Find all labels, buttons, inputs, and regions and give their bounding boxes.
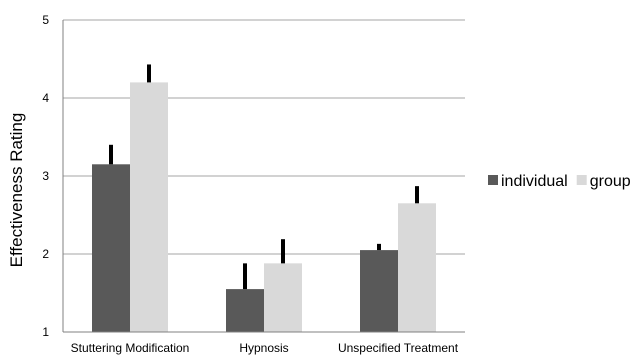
y-tick-label: 5 [42, 13, 49, 27]
y-tick-label: 2 [42, 247, 49, 261]
legend-swatch-group [576, 175, 587, 185]
bars [92, 82, 436, 333]
x-tick-label: Hypnosis [239, 341, 288, 355]
x-tick-label: Unspecified Treatment [338, 341, 459, 355]
bar-group [264, 263, 302, 332]
legend: individual group [488, 173, 631, 190]
bar-individual [226, 289, 264, 332]
bar-individual [92, 164, 130, 332]
x-tick-labels: Stuttering Modification Hypnosis Unspecifi… [71, 341, 459, 355]
bar-group [130, 82, 168, 333]
y-tick-label: 3 [42, 169, 49, 183]
bar-group [398, 203, 436, 332]
y-axis-label: Effectiveness Rating [7, 113, 26, 268]
y-tick-label: 1 [42, 325, 49, 339]
bar-individual [360, 250, 398, 332]
legend-label-group: group [590, 173, 631, 190]
legend-swatch-individual [488, 175, 498, 185]
y-tick-label: 4 [42, 91, 49, 105]
x-tick-label: Stuttering Modification [71, 341, 190, 355]
error-bars [109, 64, 419, 290]
y-tick-labels: 1 2 3 4 5 [42, 13, 49, 339]
legend-label-individual: individual [501, 173, 568, 190]
